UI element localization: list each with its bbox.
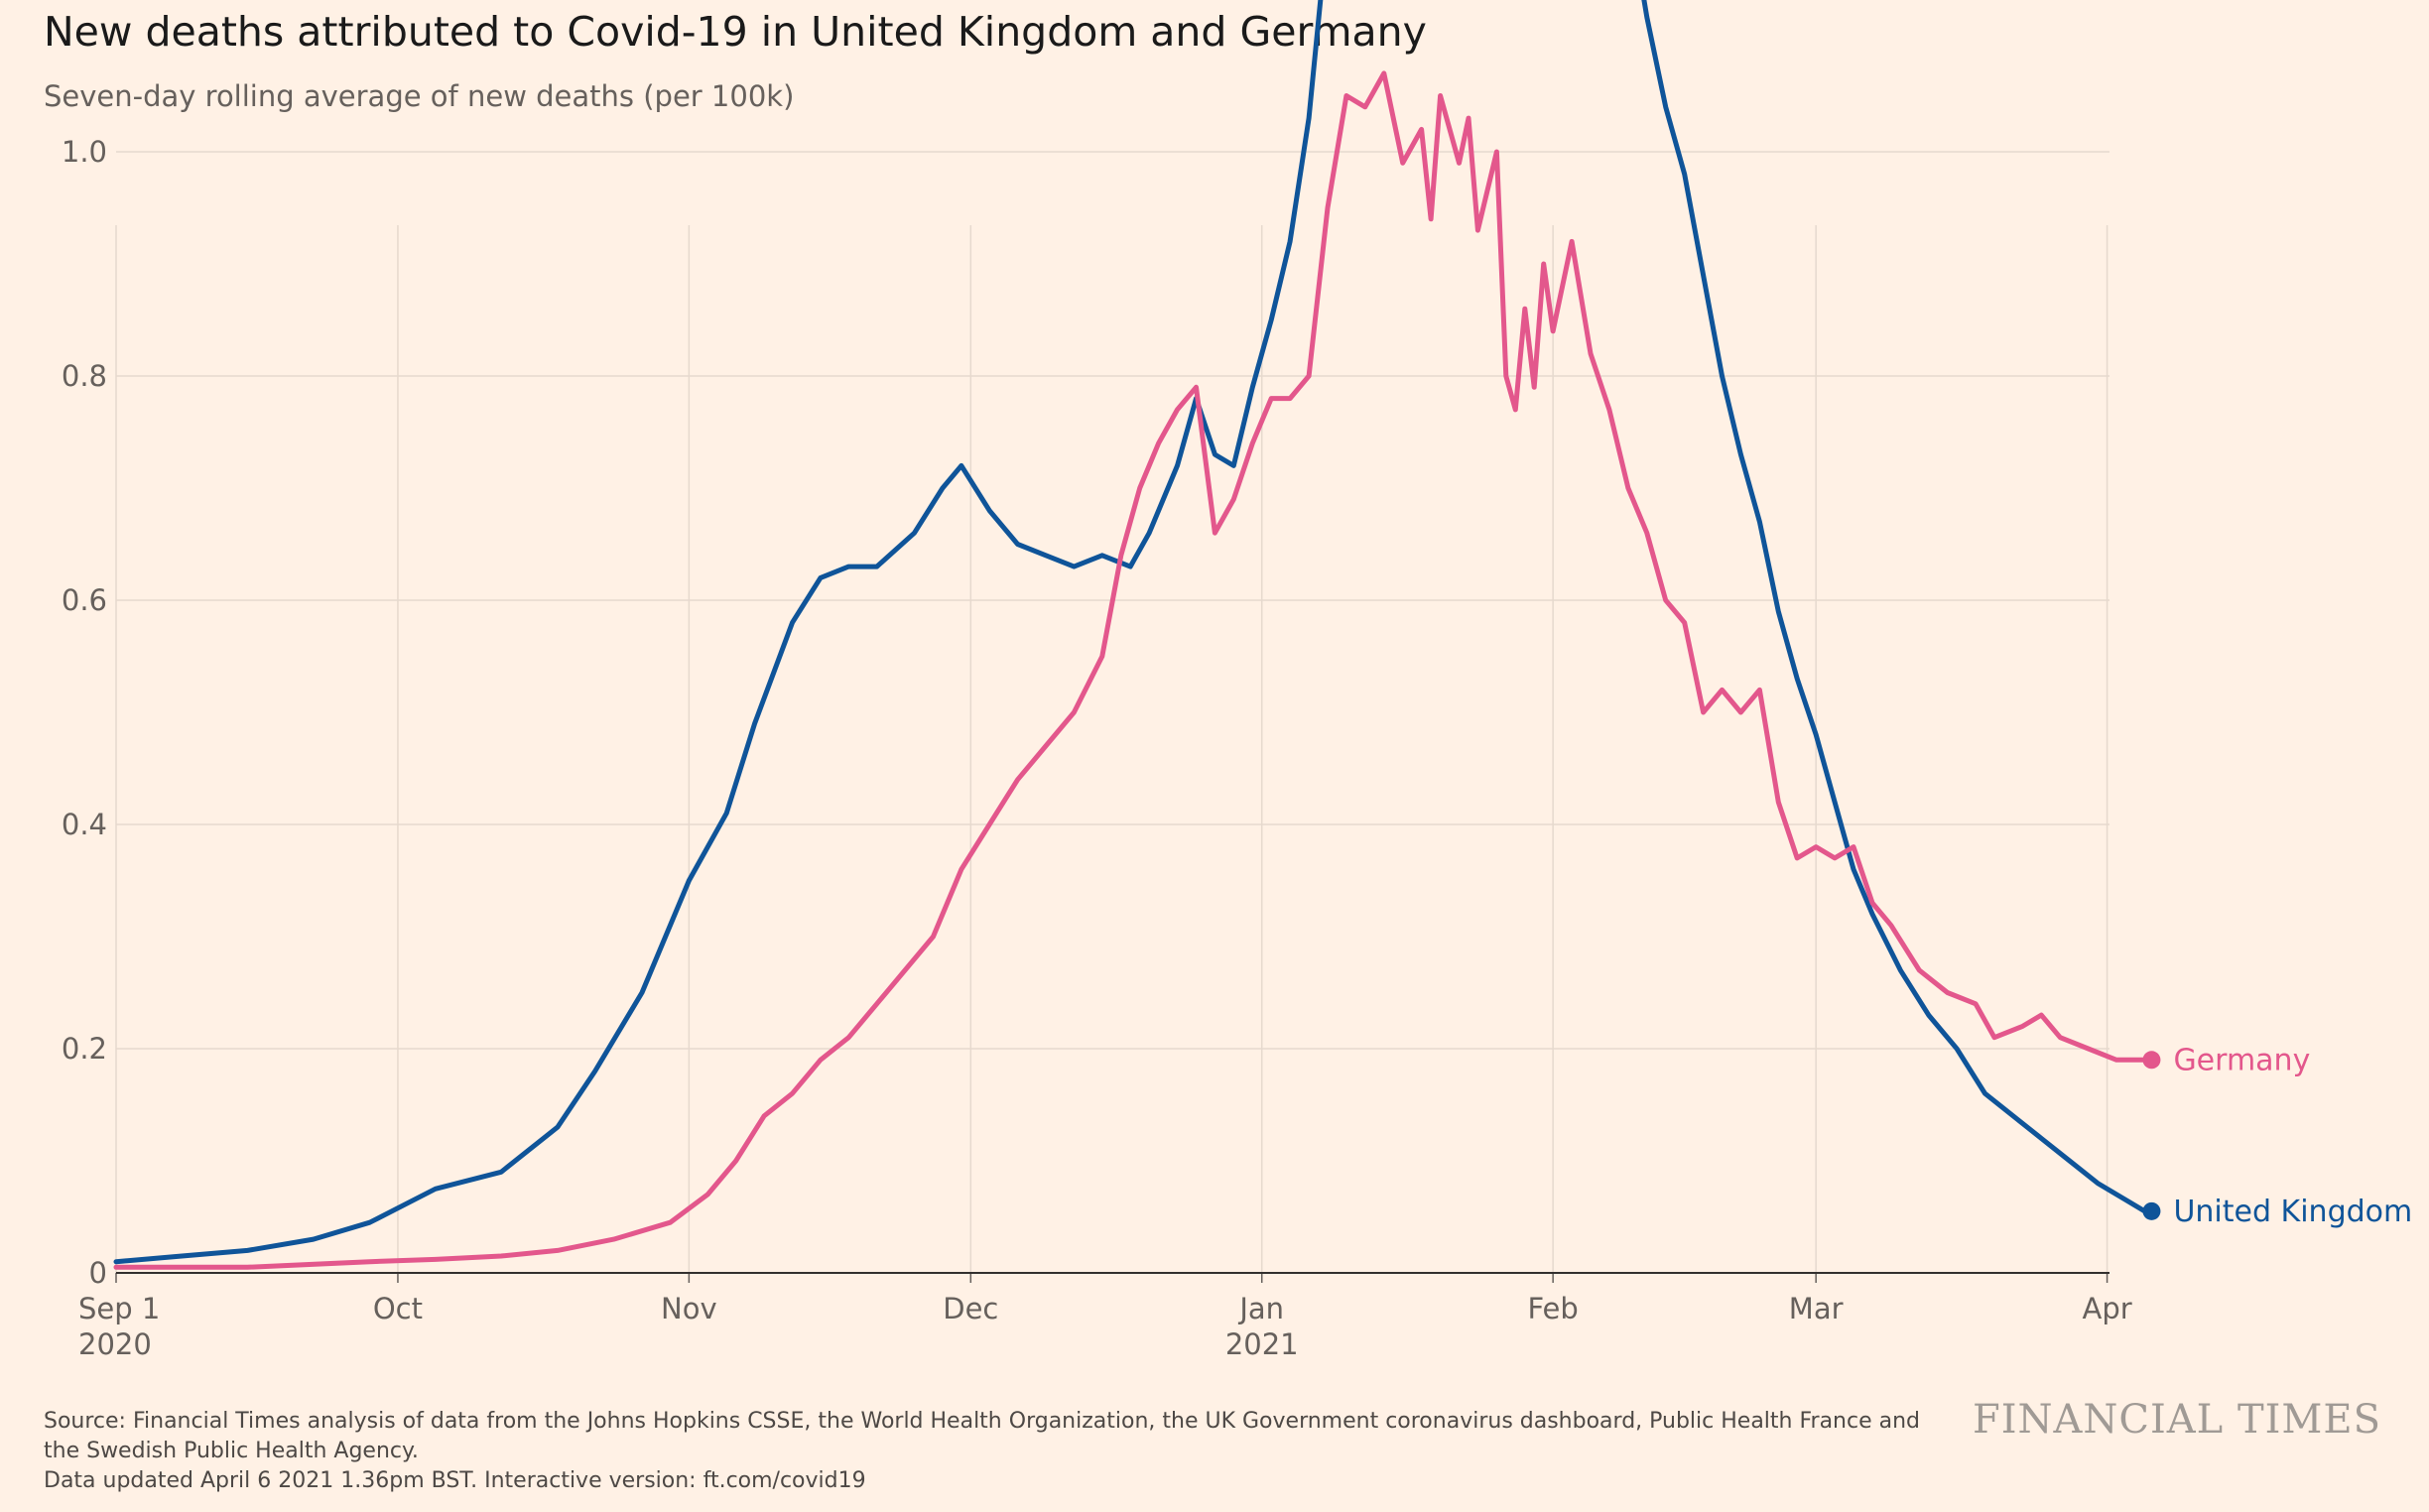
y-tick-label: 0.8 (62, 359, 107, 393)
y-tick-label: 0 (89, 1256, 107, 1290)
x-tick-label: Feb (1527, 1292, 1578, 1325)
series-end-labels: United Kingdom Germany (2142, 1043, 2412, 1229)
ft-logo: FINANCIAL TIMES (1972, 1397, 2381, 1443)
footer: Source: Financial Times analysis of data… (44, 1407, 1949, 1496)
series-lines (113, 0, 2147, 1270)
series-line-united-kingdom (113, 0, 2147, 1265)
legend-label-germany: Germany (2173, 1043, 2310, 1077)
chart-title: New deaths attributed to Covid-19 in Uni… (44, 8, 1427, 56)
line-chart: 00.20.40.60.81.01.21.41.61.8 Sep 12020Oc… (62, 0, 2412, 1361)
end-dot-united-kingdom (2142, 1201, 2161, 1220)
source-note: Source: Financial Times analysis of data… (44, 1409, 1921, 1463)
x-tick-sublabel: 2021 (1225, 1327, 1299, 1361)
x-tick-label: Sep 1 (78, 1292, 160, 1325)
y-tick-label: 0.6 (62, 583, 107, 617)
x-tick-label: Dec (943, 1292, 998, 1325)
grid-lines (115, 151, 2109, 1283)
chart-subtitle: Seven-day rolling average of new deaths … (44, 79, 795, 113)
y-axis-tick-labels: 00.20.40.60.81.01.21.41.61.8 (62, 135, 107, 1290)
x-tick-label: Oct (373, 1292, 423, 1325)
updated-note: Data updated April 6 2021 1.36pm BST. In… (44, 1468, 866, 1493)
x-tick-sublabel: 2020 (78, 1327, 152, 1361)
end-dot-germany (2142, 1051, 2161, 1070)
x-tick-label: Mar (1789, 1292, 1844, 1325)
y-tick-label: 0.4 (62, 808, 107, 841)
x-tick-label: Jan (1237, 1292, 1284, 1325)
y-tick-label: 0.2 (62, 1032, 107, 1066)
series-line-germany (113, 70, 2147, 1270)
x-tick-label: Apr (2082, 1292, 2131, 1325)
legend-label-united-kingdom: United Kingdom (2173, 1195, 2412, 1229)
y-tick-label: 1.0 (62, 135, 107, 169)
x-tick-label: Nov (661, 1292, 717, 1325)
